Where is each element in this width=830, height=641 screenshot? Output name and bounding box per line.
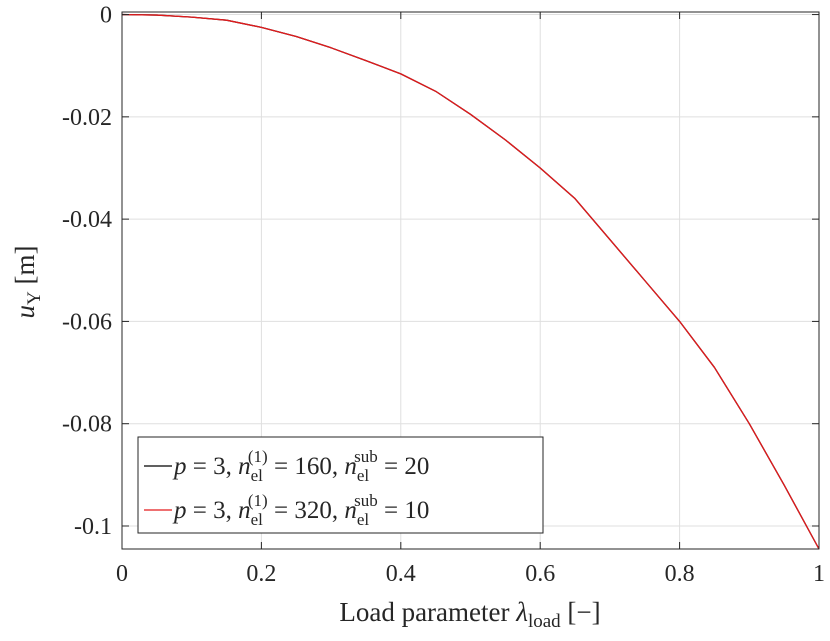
x-axis-label-unit: [−]	[561, 597, 601, 627]
x-tick-label-0: 0	[116, 561, 128, 587]
y-axis-label: uY [m]	[10, 246, 45, 319]
series-layer	[121, 13, 820, 550]
x-axis-label-text: Load parameter	[339, 597, 516, 627]
legend-1-sup2: sub	[354, 447, 378, 466]
x-tick-label-1: 0.2	[246, 561, 276, 587]
x-tick-label-3: 0.6	[525, 561, 555, 587]
legend-1-n: n	[238, 453, 251, 480]
legend-box	[137, 436, 544, 534]
legend-2-sub: el	[251, 510, 264, 529]
legend: p = 3, nel(1) = 160, nelsub = 20 p = 3, …	[137, 436, 544, 534]
legend-2-sup2: sub	[354, 491, 378, 510]
y-tick-label-5: -0.1	[74, 514, 112, 540]
legend-2-sub2: el	[357, 510, 370, 529]
y-tick-label-0: 0	[100, 3, 112, 29]
legend-1-n2: n	[344, 453, 357, 480]
y-tick-label-1: -0.02	[62, 105, 112, 131]
y-axis-label-unit: [m]	[10, 246, 40, 292]
y-axis-label-sub: Y	[24, 291, 45, 305]
legend-1-sub2: el	[357, 466, 370, 485]
legend-1-sub: el	[251, 466, 264, 485]
legend-1-p: p	[172, 453, 187, 480]
legend-2-n2: n	[344, 497, 357, 524]
legend-2-n: n	[238, 497, 251, 524]
x-axis-label-sub: load	[528, 611, 561, 632]
y-tick-label-4: -0.08	[62, 412, 112, 438]
plot-frame	[121, 11, 820, 550]
x-axis-label: Load parameter λload [−]	[339, 597, 600, 632]
y-tick-label-2: -0.04	[62, 207, 112, 233]
x-tick-label-2: 0.4	[386, 561, 416, 587]
legend-2-sup: (1)	[248, 491, 268, 510]
series-line-2	[121, 13, 820, 550]
legend-2-eq: = 3,	[187, 497, 239, 524]
y-axis-label-u: u	[10, 305, 40, 319]
legend-1-eq: = 3,	[187, 453, 239, 480]
legend-1-eq3: = 20	[378, 453, 430, 480]
x-tick-label-5: 1	[813, 561, 825, 587]
legend-entry-series-2: p = 3, nel(1) = 320, nelsub = 10	[172, 491, 429, 529]
legend-1-sup: (1)	[248, 447, 268, 466]
legend-2-eq2: = 320,	[268, 497, 345, 524]
x-tick-label-4: 0.8	[665, 561, 695, 587]
ticks: 0 0.2 0.4 0.6 0.8 1 0 -0.02 -0.04 -0.06 -0.08 -0.1	[62, 3, 825, 587]
x-axis-label-lambda: λ	[515, 597, 528, 627]
legend-1-eq2: = 160,	[268, 453, 345, 480]
legend-entry-series-1: p = 3, nel(1) = 160, nelsub = 20	[172, 447, 429, 485]
legend-2-eq3: = 10	[378, 497, 430, 524]
legend-2-p: p	[172, 497, 187, 524]
y-tick-label-3: -0.06	[62, 309, 112, 335]
